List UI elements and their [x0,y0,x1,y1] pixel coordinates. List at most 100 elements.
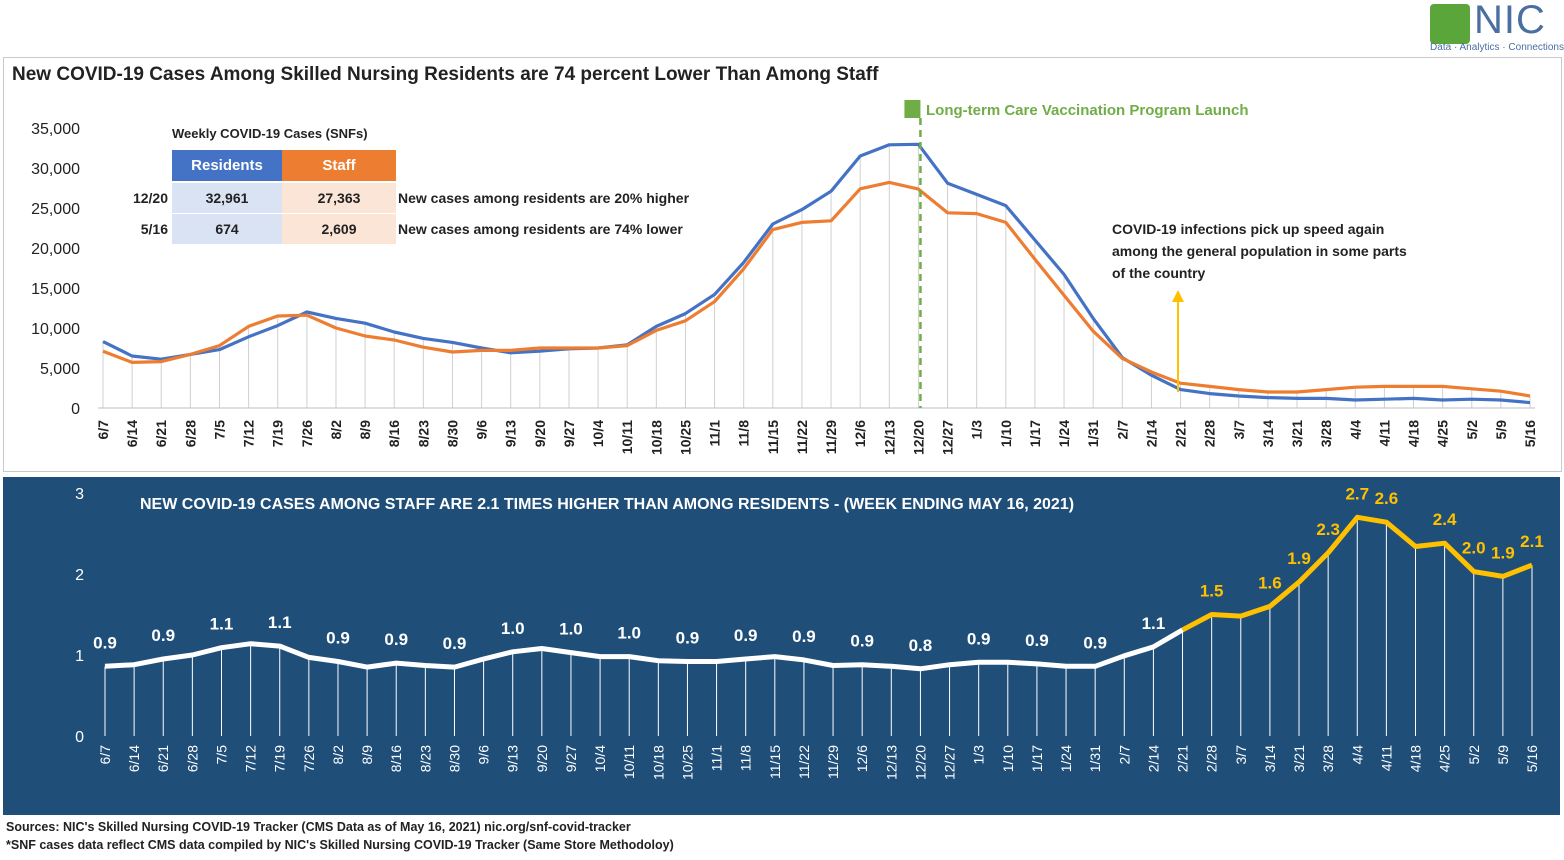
y-tick-label: 15,000 [31,281,80,298]
x-tick-label: 1/3 [969,420,985,440]
x-tick-label: 6/7 [95,420,111,440]
y-tick-label: 1 [75,648,84,665]
y-tick-label: 0 [71,401,80,418]
data-label: 0.9 [1025,631,1049,650]
x-tick-label: 12/20 [912,745,928,780]
y-tick-label: 2 [75,567,84,584]
x-tick-label: 1/10 [998,420,1014,447]
x-tick-label: 8/30 [446,745,462,772]
x-tick-label: 6/28 [184,745,200,772]
methodology-note: *SNF cases data reflect CMS data compile… [6,838,674,852]
data-label: 2.6 [1375,489,1399,508]
x-tick-label: 4/11 [1378,745,1394,771]
x-tick-label: 7/12 [243,745,259,772]
table-row-date: 5/16 [140,221,168,237]
table-cell-residents: 674 [172,214,282,244]
x-tick-label: 7/19 [270,420,286,447]
x-tick-label: 8/9 [359,745,375,765]
x-tick-label: 1/17 [1029,745,1045,772]
data-label: 1.1 [1142,614,1166,633]
x-tick-label: 3/28 [1318,420,1334,447]
x-tick-label: 2/14 [1143,420,1159,447]
x-tick-label: 3/21 [1291,745,1307,772]
logo-tagline: Data · Analytics · Connections [1430,42,1564,53]
x-tick-label: 2/28 [1202,420,1218,447]
x-tick-label: 8/16 [386,420,402,447]
x-tick-label: 11/1 [709,745,725,771]
table-row-note: New cases among residents are 20% higher [398,190,690,206]
x-tick-label: 3/7 [1231,420,1247,440]
x-tick-label: 12/27 [942,745,958,780]
table-row-note: New cases among residents are 74% lower [398,221,683,237]
x-tick-label: 6/14 [124,420,140,447]
data-label: 0.9 [676,628,700,647]
x-tick-label: 2/21 [1175,745,1191,772]
x-tick-label: 11/15 [765,420,781,454]
y-tick-label: 20,000 [31,241,80,258]
x-tick-label: 9/27 [563,745,579,772]
x-tick-label: 1/24 [1058,745,1074,772]
data-label: 2.4 [1433,510,1457,529]
x-tick-label: 11/22 [796,745,812,779]
table-cell-staff: 2,609 [282,214,396,244]
sources-line: Sources: NIC's Skilled Nursing COVID-19 … [6,820,631,834]
y-tick-label: 35,000 [31,121,80,138]
x-tick-label: 4/4 [1347,420,1363,440]
flag-icon [904,100,921,118]
data-label: 1.6 [1258,573,1282,592]
data-label: 0.9 [850,632,874,651]
table-header-staff: Staff [282,150,396,181]
arrow-up-icon [1172,290,1184,302]
x-tick-label: 6/14 [126,745,142,772]
x-tick-label: 3/14 [1262,745,1278,772]
x-tick-label: 4/11 [1376,420,1392,447]
data-label: 0.9 [93,633,117,652]
data-label: 1.9 [1287,549,1311,568]
data-label: 2.1 [1520,532,1544,551]
x-tick-label: 11/15 [767,745,783,779]
y-tick-label: 10,000 [31,321,80,338]
x-tick-label: 2/7 [1116,745,1132,765]
cases-line-chart: 0 5,000 10,000 15,000 20,000 25,000 30,000 35,0… [31,100,1538,455]
x-tick-label: 10/25 [677,420,693,455]
x-tick-label: 6/21 [155,745,171,772]
data-label: 0.9 [967,629,991,648]
data-label: 0.9 [792,627,816,646]
x-tick-label: 3/14 [1260,420,1276,447]
x-tick-label: 11/1 [707,420,723,447]
x-tick-label: 2/7 [1114,420,1130,440]
x-tick-label: 3/21 [1289,420,1305,447]
data-label: 0.8 [909,636,933,655]
x-tick-label: 1/31 [1087,745,1103,772]
x-tick-label: 11/29 [825,745,841,779]
x-tick-label: 4/25 [1435,420,1451,447]
x-tick-label: 10/11 [619,420,635,454]
x-tick-label: 1/17 [1027,420,1043,447]
top-chart-panel [3,57,1562,472]
vaccination-launch-label: Long-term Care Vaccination Program Launc… [926,102,1249,119]
data-label: 2.0 [1462,539,1486,558]
x-tick-label: 7/12 [241,420,257,447]
x-tick-label: 11/8 [736,420,752,447]
x-tick-label: 9/20 [532,420,548,447]
x-tick-label: 4/18 [1406,420,1422,447]
x-tick-label: 5/16 [1524,745,1540,772]
x-tick-label: 11/8 [738,745,754,771]
y-tick-label: 5,000 [40,361,80,378]
table-row-date: 12/20 [132,190,168,206]
table-title: Weekly COVID-19 Cases (SNFs) [172,126,368,141]
ratio-line-highlight [1181,514,1533,633]
x-tick-label: 10/25 [679,745,695,780]
table-header-residents: Residents [172,150,282,181]
x-tick-label: 5/2 [1466,745,1482,765]
x-tick-label: 5/9 [1493,420,1509,440]
data-label: 0.9 [734,626,758,645]
x-tick-label: 6/7 [97,745,113,765]
staff-series-line [102,180,1531,398]
x-tick-label: 7/26 [301,745,317,772]
x-tick-label: 9/13 [505,745,521,772]
x-tick-label: 9/6 [476,745,492,765]
x-tick-label: 4/4 [1349,745,1365,765]
x-tick-label: 2/28 [1204,745,1220,772]
y-tick-label: 3 [75,486,84,503]
